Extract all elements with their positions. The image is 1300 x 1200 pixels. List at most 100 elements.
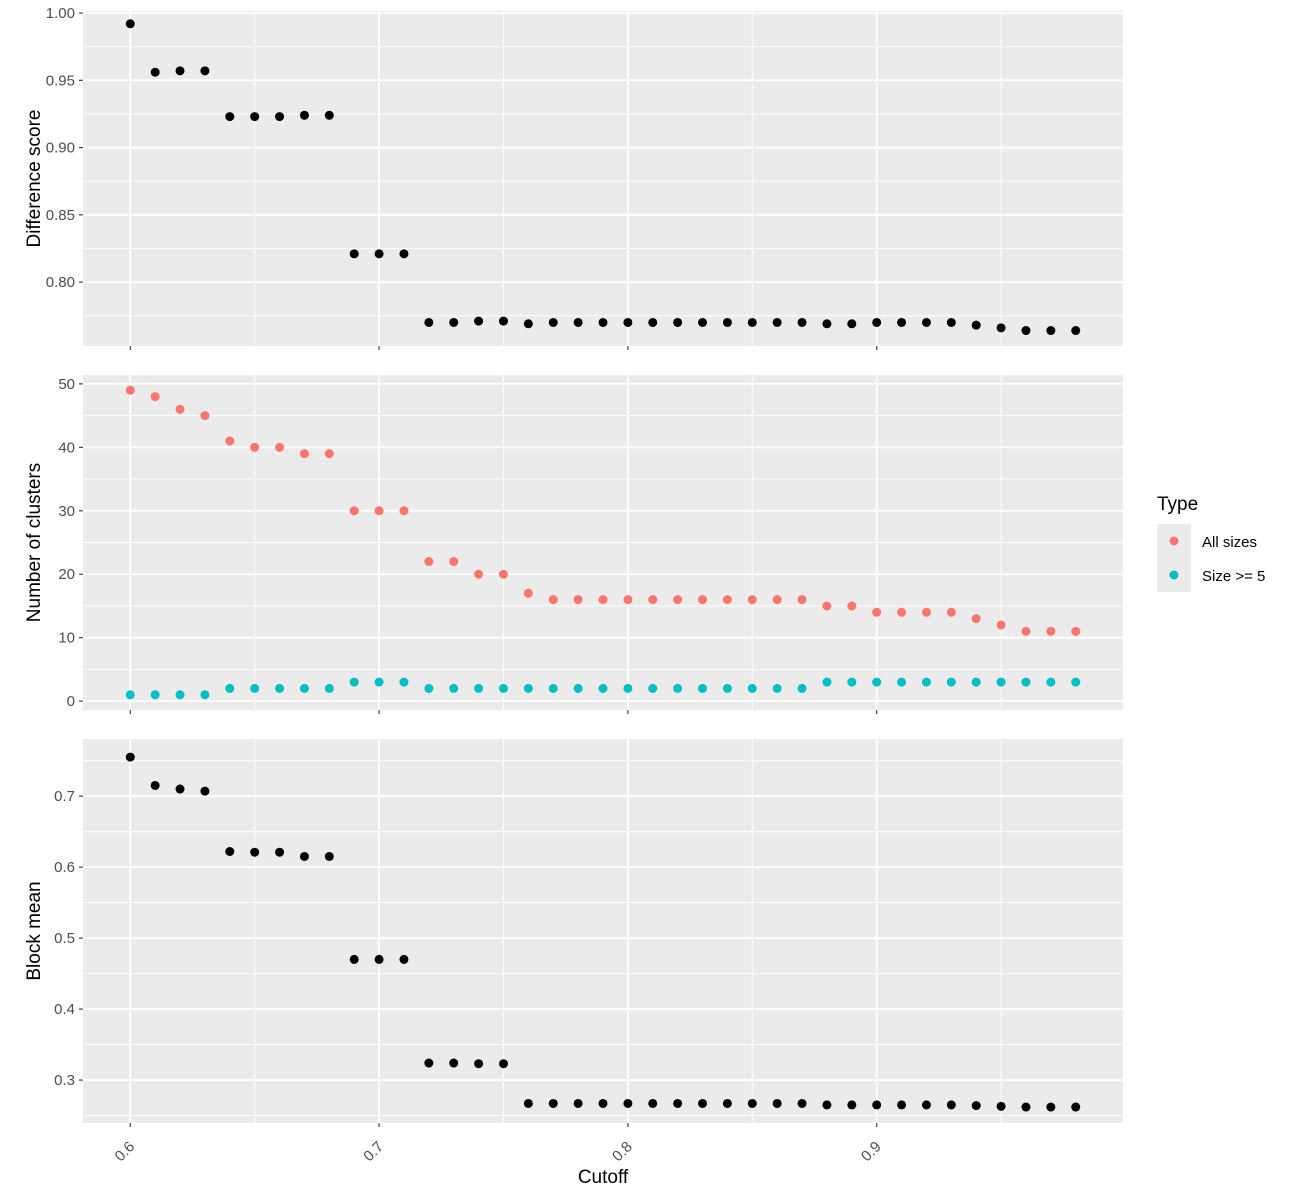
data-point bbox=[648, 317, 658, 327]
data-point bbox=[1046, 677, 1056, 687]
data-point bbox=[747, 595, 757, 605]
data-point bbox=[822, 1100, 832, 1110]
data-point bbox=[299, 851, 309, 861]
data-point bbox=[125, 385, 135, 395]
x-tick-label: 0.8 bbox=[609, 1138, 636, 1165]
data-point bbox=[150, 392, 160, 402]
data-point bbox=[598, 683, 608, 693]
data-point bbox=[175, 784, 185, 794]
y-tick-label: 1.00 bbox=[46, 5, 75, 22]
data-point bbox=[797, 683, 807, 693]
y-tick-label: 50 bbox=[58, 376, 75, 393]
data-point bbox=[250, 112, 260, 122]
data-point bbox=[921, 317, 931, 327]
data-point bbox=[1021, 677, 1031, 687]
data-point bbox=[648, 595, 658, 605]
data-point bbox=[648, 1098, 658, 1108]
data-point bbox=[150, 690, 160, 700]
data-point bbox=[1021, 326, 1031, 336]
data-point bbox=[225, 112, 235, 122]
data-point bbox=[573, 317, 583, 327]
data-point bbox=[474, 316, 484, 326]
data-point bbox=[399, 249, 409, 259]
data-point bbox=[648, 683, 658, 693]
data-point bbox=[573, 683, 583, 693]
data-point bbox=[324, 683, 334, 693]
data-point bbox=[225, 683, 235, 693]
y-tick-label: 40 bbox=[58, 439, 75, 456]
panel-block-mean: 0.3 0.4 0.5 0.6 0.7 Block mean 0.6 0.7 0.8 0.9 bbox=[24, 739, 1123, 1165]
data-point bbox=[523, 588, 533, 598]
data-point bbox=[598, 317, 608, 327]
data-point bbox=[498, 1059, 508, 1069]
data-point bbox=[324, 851, 334, 861]
y-tick-label: 0.7 bbox=[54, 788, 75, 805]
data-point bbox=[449, 1058, 459, 1068]
y-tick-label: 0 bbox=[67, 693, 75, 710]
chart-panels: 0.80 0.85 0.90 0.95 1.00 Difference score 0 10 2… bbox=[24, 5, 1123, 1165]
data-point bbox=[1071, 626, 1081, 636]
data-point bbox=[623, 317, 633, 327]
data-point bbox=[797, 1098, 807, 1108]
data-point bbox=[772, 595, 782, 605]
panel-background bbox=[83, 11, 1123, 346]
legend-label-all-sizes: All sizes bbox=[1202, 534, 1257, 551]
data-point bbox=[449, 557, 459, 567]
data-point bbox=[275, 683, 285, 693]
data-point bbox=[822, 677, 832, 687]
data-point bbox=[548, 1098, 558, 1108]
data-point bbox=[722, 1098, 732, 1108]
data-point bbox=[424, 317, 434, 327]
x-tick-label: 0.7 bbox=[360, 1138, 387, 1165]
data-point bbox=[797, 595, 807, 605]
y-tick-label: 0.95 bbox=[46, 72, 75, 89]
data-point bbox=[1046, 1102, 1056, 1112]
data-point bbox=[498, 683, 508, 693]
data-point bbox=[722, 317, 732, 327]
data-point bbox=[424, 1058, 434, 1068]
data-point bbox=[399, 506, 409, 516]
data-point bbox=[275, 847, 285, 857]
data-point bbox=[872, 607, 882, 617]
data-point bbox=[374, 677, 384, 687]
data-point bbox=[747, 317, 757, 327]
data-point bbox=[349, 677, 359, 687]
data-point bbox=[1021, 626, 1031, 636]
data-point bbox=[847, 1100, 857, 1110]
data-point bbox=[150, 67, 160, 77]
data-point bbox=[772, 1098, 782, 1108]
data-point bbox=[374, 954, 384, 964]
y-tick-label: 0.5 bbox=[54, 930, 75, 947]
data-point bbox=[150, 780, 160, 790]
data-point bbox=[175, 404, 185, 414]
data-point bbox=[1046, 626, 1056, 636]
data-point bbox=[1071, 1102, 1081, 1112]
y-tick-label: 30 bbox=[58, 503, 75, 520]
data-point bbox=[374, 506, 384, 516]
data-point bbox=[872, 317, 882, 327]
data-point bbox=[523, 1098, 533, 1108]
data-point bbox=[971, 614, 981, 624]
data-point bbox=[747, 1098, 757, 1108]
data-point bbox=[200, 66, 210, 76]
data-point bbox=[200, 411, 210, 421]
data-point bbox=[698, 317, 708, 327]
y-tick-label: 0.90 bbox=[46, 140, 75, 157]
data-point bbox=[324, 110, 334, 120]
data-point bbox=[772, 317, 782, 327]
y-axis-title: Difference score bbox=[24, 110, 45, 248]
y-tick-label: 0.4 bbox=[54, 1001, 75, 1018]
data-point bbox=[498, 316, 508, 326]
y-axis-title: Block mean bbox=[24, 881, 45, 980]
data-point bbox=[698, 683, 708, 693]
y-tick-label: 0.80 bbox=[46, 274, 75, 291]
data-point bbox=[822, 601, 832, 611]
data-point bbox=[175, 690, 185, 700]
data-point bbox=[200, 786, 210, 796]
data-point bbox=[921, 607, 931, 617]
data-point bbox=[275, 112, 285, 122]
data-point bbox=[747, 683, 757, 693]
data-point bbox=[996, 677, 1006, 687]
y-tick-label: 10 bbox=[58, 630, 75, 647]
data-point bbox=[250, 847, 260, 857]
